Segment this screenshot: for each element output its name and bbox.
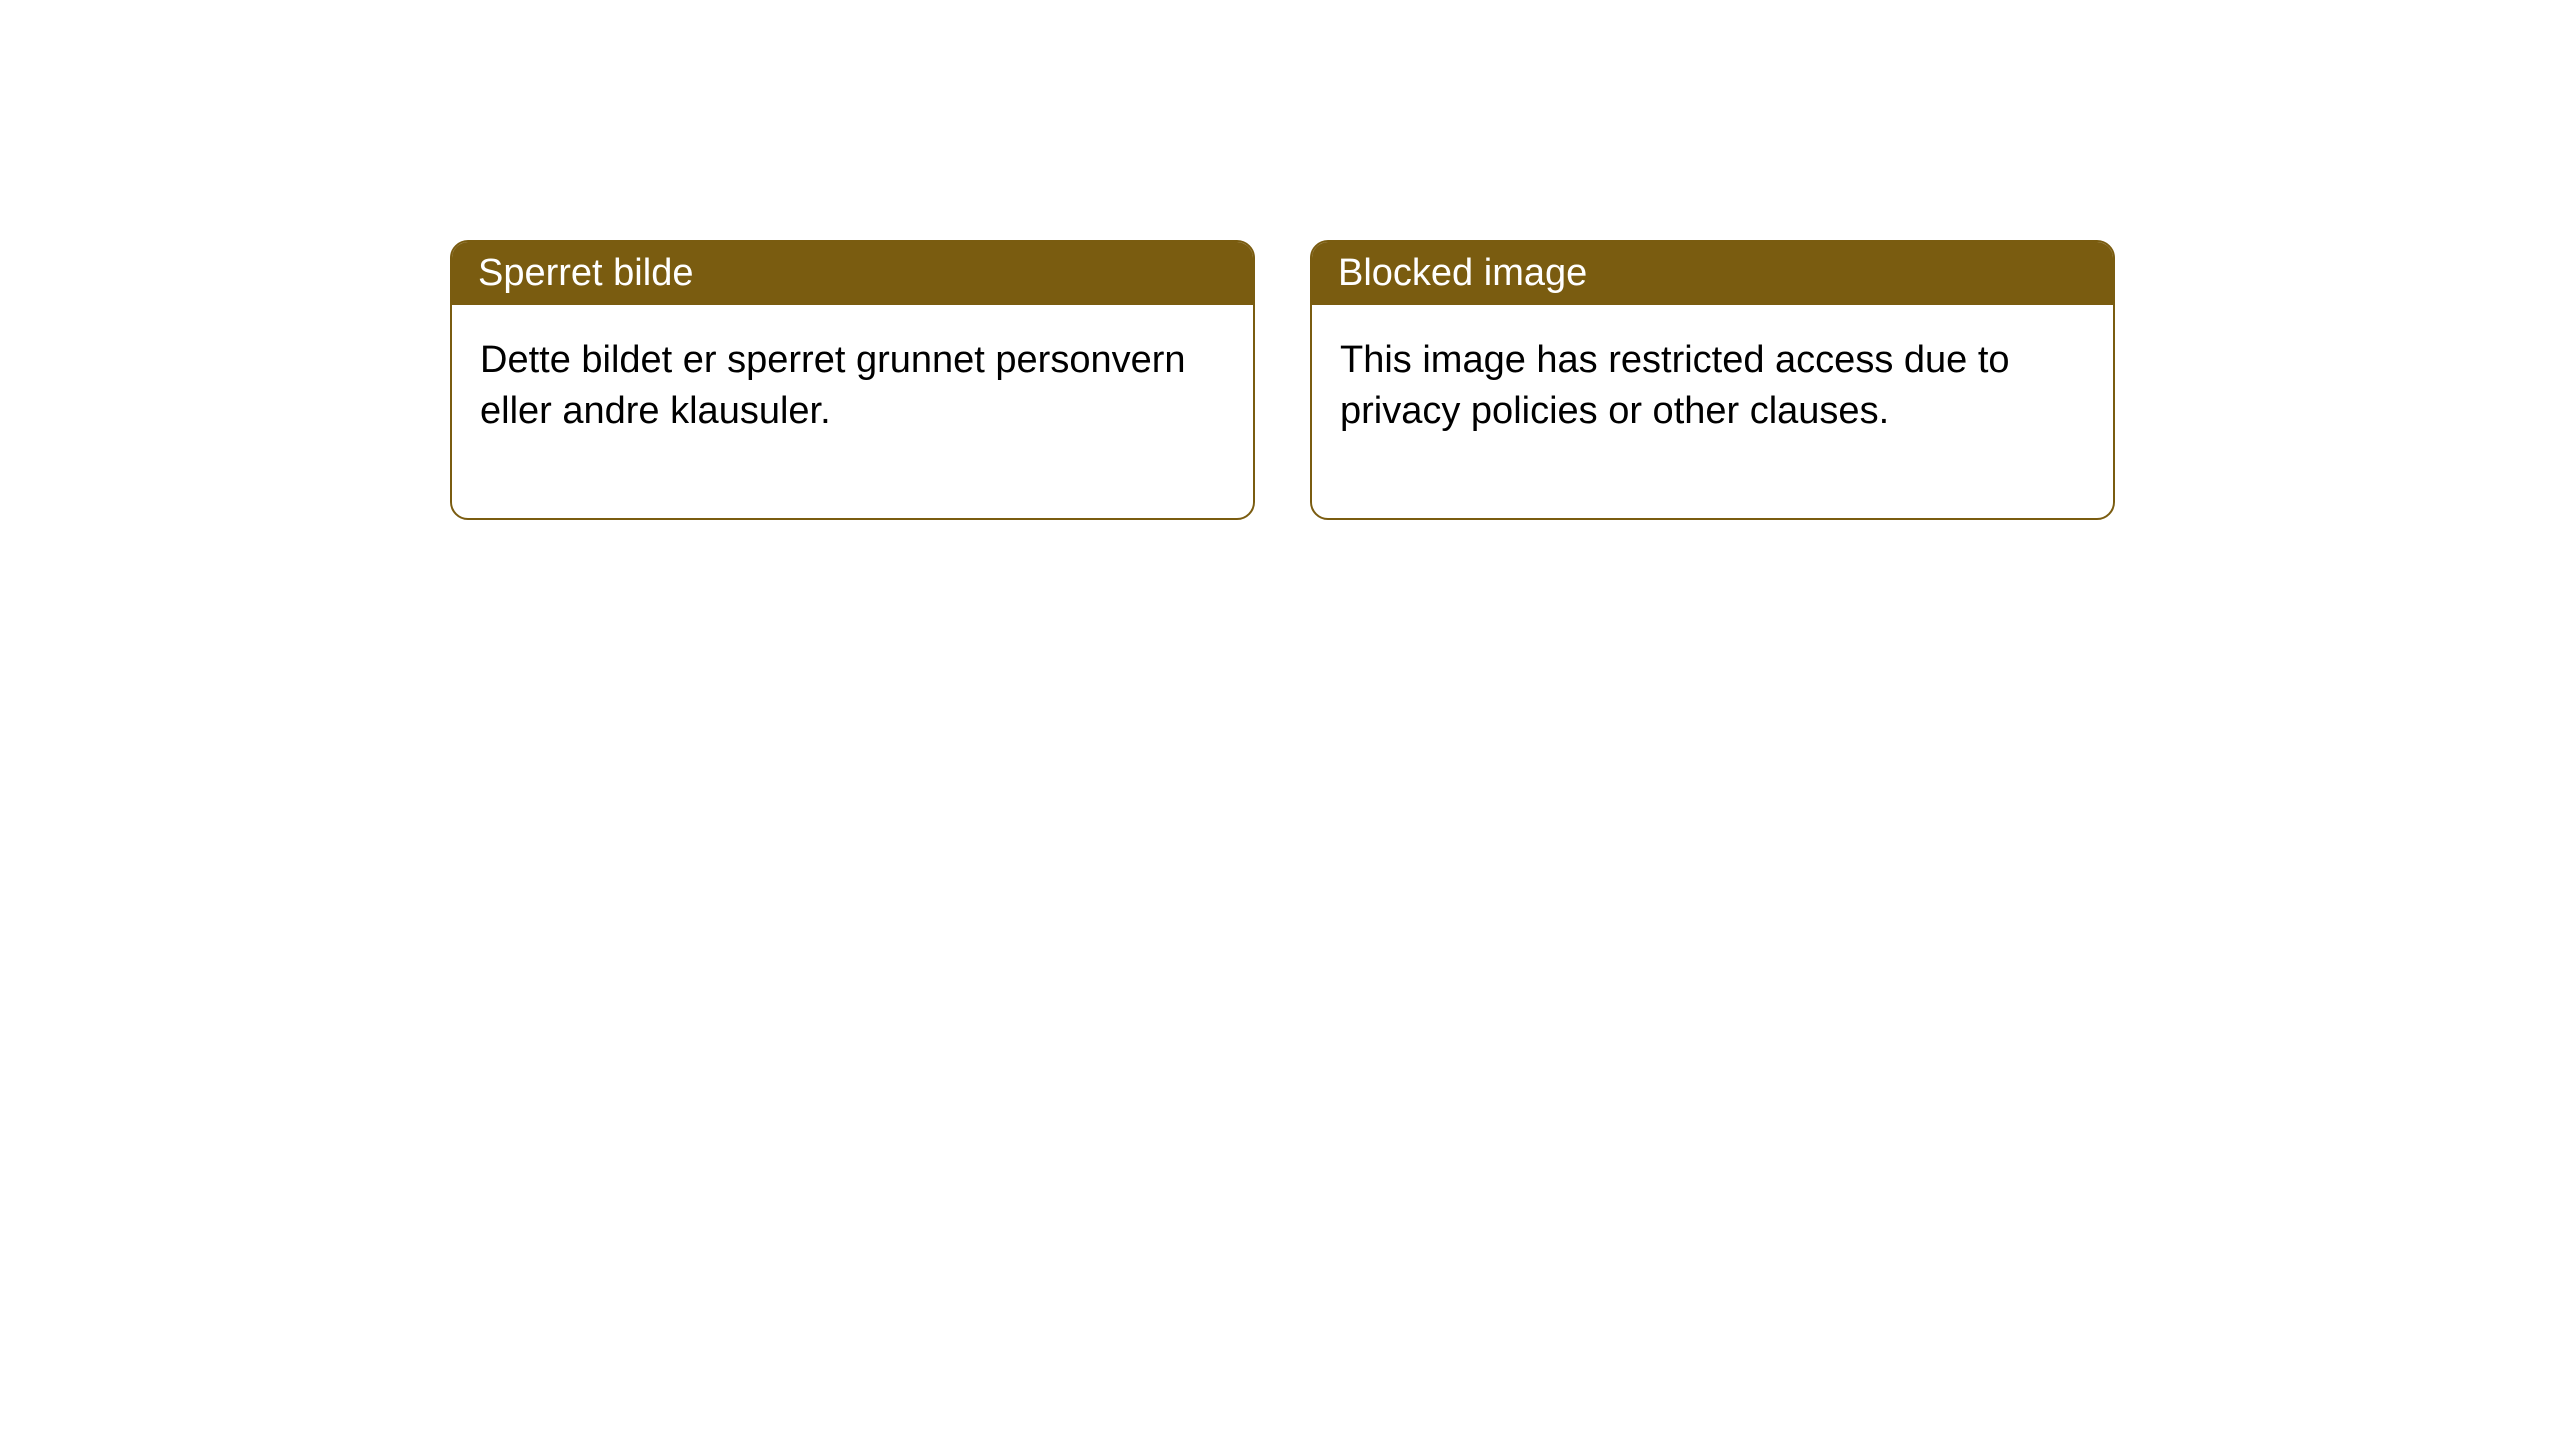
notice-card-english: Blocked image This image has restricted … [1310, 240, 2115, 520]
card-body-text: Dette bildet er sperret grunnet personve… [480, 339, 1186, 432]
card-body: Dette bildet er sperret grunnet personve… [452, 305, 1253, 518]
card-title: Sperret bilde [478, 252, 693, 294]
card-body-text: This image has restricted access due to … [1340, 339, 2010, 432]
card-title: Blocked image [1338, 252, 1587, 294]
card-body: This image has restricted access due to … [1312, 305, 2113, 518]
card-header: Sperret bilde [452, 242, 1253, 305]
notice-card-norwegian: Sperret bilde Dette bildet er sperret gr… [450, 240, 1255, 520]
card-header: Blocked image [1312, 242, 2113, 305]
notice-cards-container: Sperret bilde Dette bildet er sperret gr… [0, 0, 2560, 520]
